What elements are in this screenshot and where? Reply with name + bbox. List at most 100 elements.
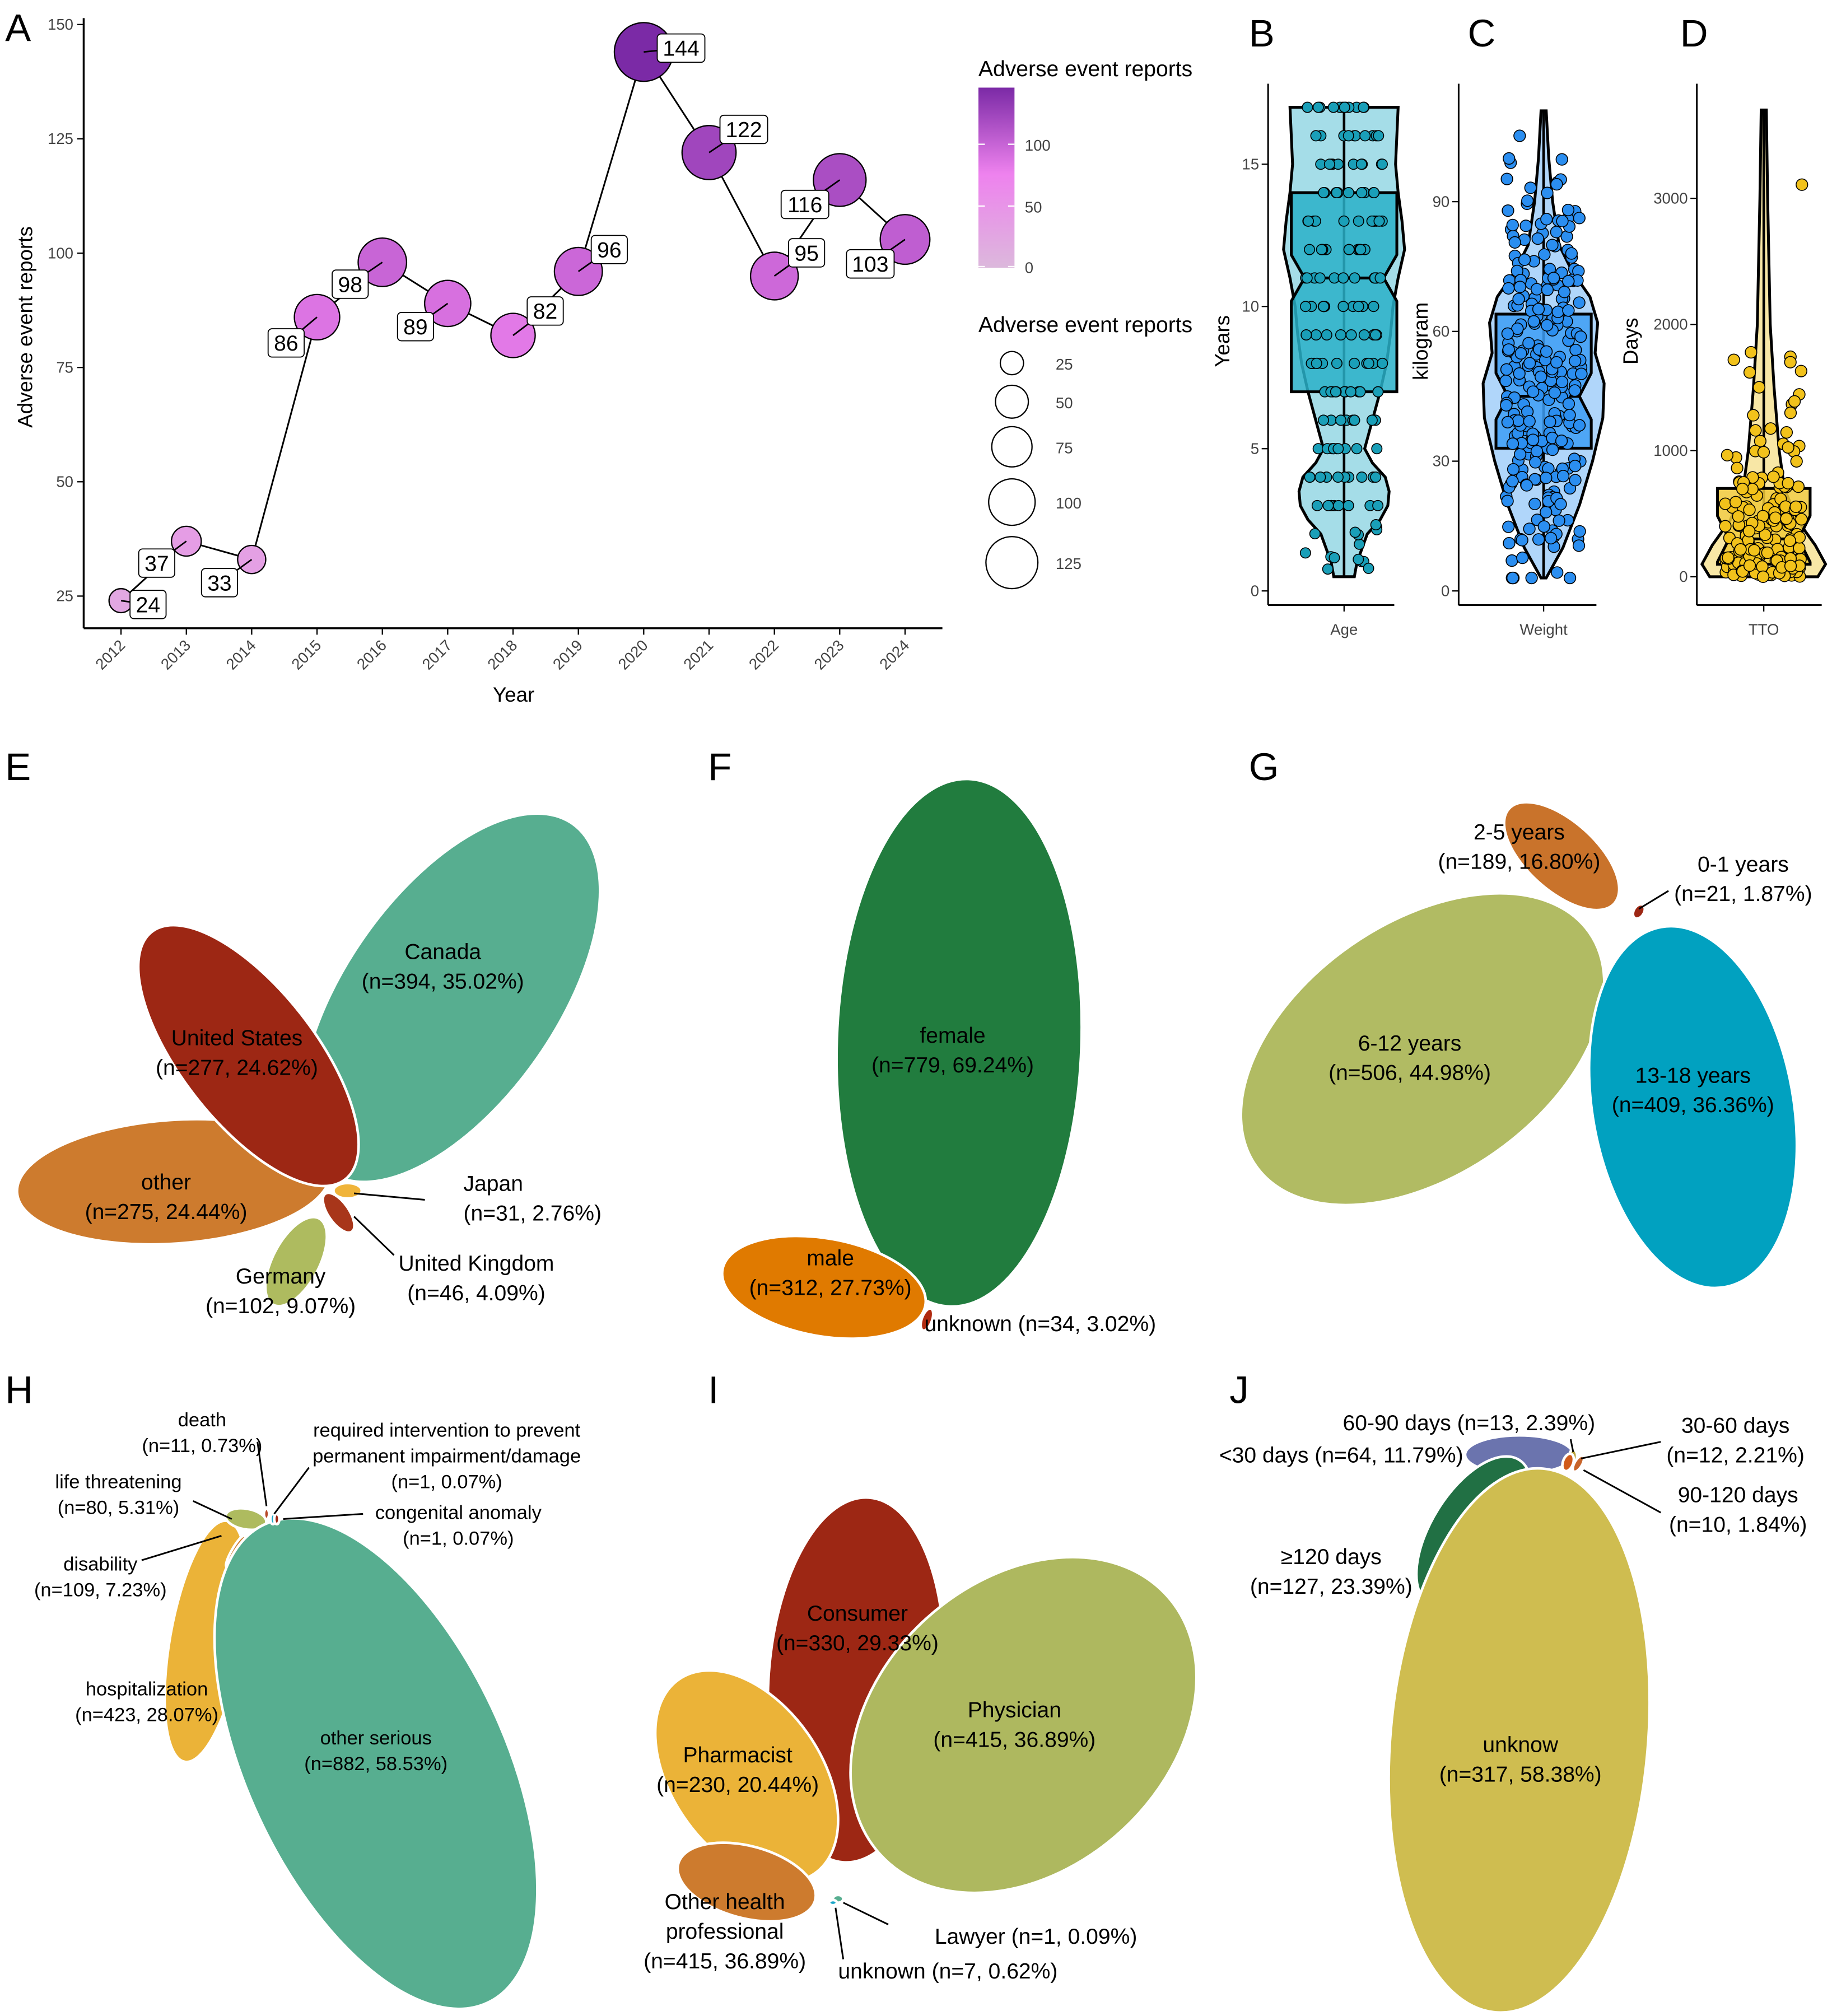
panels-bcd-violin-plots: 0 5 10 15 Age Years 0 30 60 90 Weight kilogram 0 1000… [1211, 83, 1828, 638]
slice-count-percent: (n=277, 24.62%) [156, 1056, 318, 1080]
data-point [1575, 367, 1588, 380]
data-point [1310, 130, 1322, 142]
slice-count-percent: (n=189, 16.80%) [1438, 850, 1600, 874]
data-point [1506, 475, 1519, 488]
slice-label: Germany [236, 1264, 326, 1289]
data-point [1743, 366, 1756, 379]
data-point [1351, 443, 1363, 455]
data-point [1331, 187, 1342, 199]
panel-letter-a: A [5, 7, 31, 50]
data-point [1507, 463, 1520, 476]
data-label: 82 [533, 300, 557, 324]
slice-label: Other health [665, 1890, 785, 1914]
slice-count-percent: (n=102, 9.07%) [206, 1294, 356, 1318]
panel-letters: A B C D E F G H I J [5, 7, 1708, 1412]
data-label: 96 [597, 238, 621, 262]
data-point [1540, 506, 1553, 519]
slice-label: life threatening [55, 1471, 181, 1492]
data-point [1722, 551, 1735, 564]
data-point [1538, 248, 1551, 261]
data-point [1789, 500, 1802, 514]
data-point [1540, 213, 1553, 226]
data-point [1339, 101, 1350, 113]
data-point [1300, 329, 1312, 341]
slice-count-percent: (n=11, 0.73%) [142, 1435, 262, 1457]
data-label: 33 [207, 571, 231, 595]
slice-count-percent: (n=415, 36.89%) [644, 1949, 806, 1973]
data-point [1745, 346, 1758, 359]
data-label-box [780, 189, 829, 220]
data-label: 89 [403, 315, 427, 339]
notched-box [1290, 191, 1399, 394]
slice-physician [849, 1556, 1198, 1894]
data-label-box [656, 33, 706, 63]
x-tick-label: 2019 [549, 636, 586, 673]
data-point [1503, 152, 1516, 165]
data-point [1519, 220, 1532, 232]
x-tick-label: 2017 [418, 636, 455, 673]
data-point [1541, 319, 1554, 332]
data-point [1512, 292, 1525, 306]
y-tick-label: 0 [1679, 568, 1688, 585]
data-label-box [590, 235, 628, 264]
leader-line [257, 1441, 268, 1506]
data-point [1318, 414, 1330, 426]
slice-united-kingdom [321, 1191, 356, 1234]
data-point [1788, 395, 1801, 408]
data-point [1572, 539, 1586, 552]
data-point [1327, 101, 1339, 113]
y-tick-label: 15 [1242, 155, 1259, 172]
slice-count-percent: (n=409, 36.36%) [1612, 1093, 1774, 1117]
slice-label: Pharmacist [683, 1743, 793, 1767]
colorbar-label: 0 [1025, 259, 1033, 276]
data-point [1318, 187, 1330, 199]
data-point [1731, 461, 1744, 474]
y-tick-label: 5 [1251, 440, 1259, 457]
data-point [1332, 500, 1344, 511]
slice-count-percent: (n=423, 28.07%) [75, 1704, 218, 1725]
data-point [1513, 129, 1526, 142]
slice-label: Physician [968, 1698, 1061, 1723]
slice-count-percent: (n=415, 36.89%) [933, 1728, 1096, 1752]
x-tick-label: 2018 [484, 636, 520, 673]
slice-count-percent: (n=506, 44.98%) [1328, 1061, 1491, 1085]
data-point [1331, 357, 1342, 369]
data-point [1573, 419, 1586, 432]
data-point [1335, 414, 1346, 426]
slice-label: 2-5 years [1474, 820, 1565, 844]
slice-count-percent: unknown (n=34, 3.02%) [924, 1312, 1156, 1336]
slice-label: Japan [464, 1172, 523, 1196]
data-point [1301, 272, 1313, 284]
slice-count-percent: Lawyer (n=1, 0.09%) [935, 1925, 1138, 1949]
slice-label-line2: professional [666, 1920, 784, 1944]
data-point [1311, 357, 1322, 369]
data-point [1368, 301, 1379, 312]
data-point [1370, 519, 1382, 531]
leader-line [353, 1192, 425, 1201]
panel-h-petal-chart: other serious (n=882, 58.53%) hospitalizat… [34, 1410, 581, 2010]
y-axis-title: Days [1619, 318, 1642, 365]
slice-label: Consumer [807, 1602, 908, 1626]
panel-d-violin: 0 1000 2000 3000 TTO Days [1619, 83, 1828, 638]
data-point [1550, 178, 1563, 191]
data-point [1529, 456, 1542, 469]
slice-label: 13-18 years [1635, 1063, 1751, 1088]
data-point [1309, 528, 1321, 540]
data-point [1795, 513, 1808, 526]
data-point [1784, 356, 1797, 368]
leader-line [1638, 890, 1669, 910]
data-point [1551, 566, 1564, 579]
data-label: 24 [136, 593, 160, 617]
data-point [1377, 357, 1388, 369]
data-point [1537, 520, 1550, 533]
x-tick-label: 2023 [810, 636, 847, 673]
slice-unknow [1387, 1467, 1651, 2014]
data-point [1322, 563, 1334, 575]
data-point [1312, 101, 1324, 113]
data-label: 122 [725, 118, 762, 142]
slice-count-percent: (n=1, 0.07%) [403, 1528, 514, 1550]
size-legend-key [988, 478, 1036, 526]
size-legend-key [999, 351, 1024, 376]
data-point [1500, 363, 1513, 376]
data-point [1531, 232, 1544, 245]
